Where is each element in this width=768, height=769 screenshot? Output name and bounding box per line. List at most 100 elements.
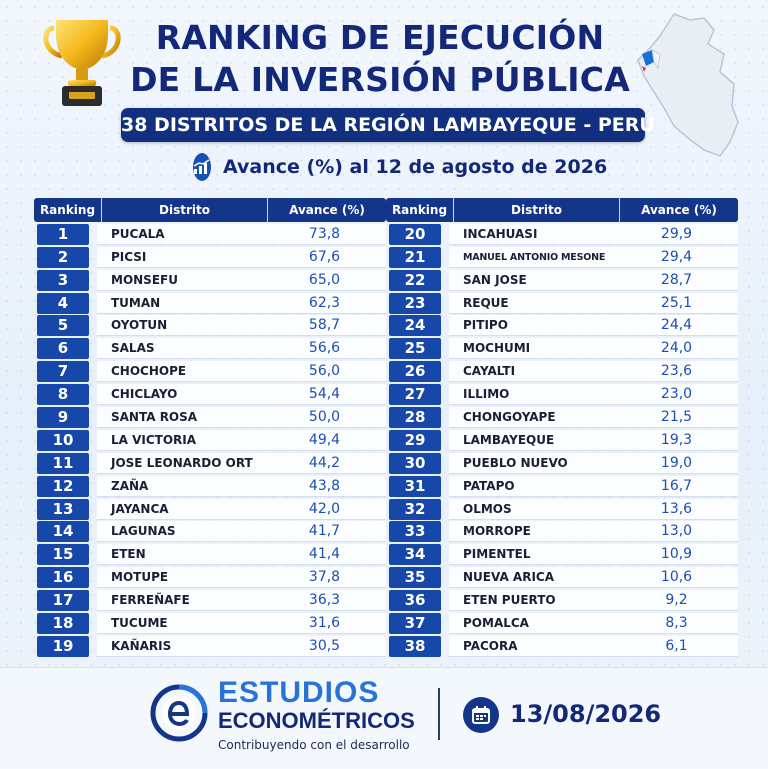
table-row: 13 JAYANCA 42,0: [34, 498, 386, 520]
district-name: ETEN PUERTO: [463, 593, 556, 608]
table-row: 37 POMALCA 8,3: [386, 613, 738, 635]
district-name: MONSEFU: [111, 272, 178, 287]
row-body: INCAHUASI 29,9: [449, 223, 738, 245]
rank-badge: 26: [389, 361, 441, 383]
avance-value: 31,6: [308, 615, 341, 632]
row-body: TUMAN 62,3: [97, 292, 386, 314]
ranking-table-left: Ranking Distrito Avance (%) 1 PUCALA 73,8 2…: [34, 198, 386, 657]
avance-value: 36,3: [308, 592, 341, 609]
row-body: KAÑARIS 30,5: [97, 635, 386, 657]
rank-badge: 22: [389, 269, 441, 291]
district-name: OLMOS: [463, 501, 512, 516]
rank-badge: 24: [389, 315, 441, 337]
district-name: PITIPO: [463, 318, 508, 333]
avance-value: 49,4: [308, 431, 341, 448]
table-row: 9 SANTA ROSA 50,0: [34, 407, 386, 429]
table-row: 21 MANUEL ANTONIO MESONES MURO 29,4: [386, 246, 738, 268]
header-ranking: Ranking: [34, 198, 102, 222]
avance-value: 16,7: [660, 477, 693, 494]
table-row: 5 OYOTUN 58,7: [34, 315, 386, 337]
avance-value: 67,6: [308, 248, 341, 265]
row-body: LAGUNAS 41,7: [97, 521, 386, 543]
district-name: CAYALTI: [463, 364, 516, 379]
rank-badge: 29: [389, 429, 441, 451]
district-name: TUMAN: [111, 295, 161, 310]
avance-value: 65,0: [308, 271, 341, 288]
district-name: TUCUME: [111, 616, 168, 631]
row-body: CHONGOYAPE 21,5: [449, 407, 738, 429]
rank-badge: 6: [37, 338, 89, 360]
district-name: LAGUNAS: [111, 524, 176, 539]
table-row: 10 LA VICTORIA 49,4: [34, 429, 386, 451]
avance-value: 30,5: [308, 637, 341, 654]
district-name: ETEN: [111, 547, 146, 562]
title-line-2: DE LA INVERSIÓN PÚBLICA: [130, 60, 630, 99]
row-body: MANUEL ANTONIO MESONES MURO 29,4: [449, 246, 738, 268]
rank-badge: 23: [389, 292, 441, 314]
table-row: 27 ILLIMO 23,0: [386, 384, 738, 406]
row-body: LA VICTORIA 49,4: [97, 429, 386, 451]
avance-value: 28,7: [660, 271, 693, 288]
avance-value: 10,9: [660, 546, 693, 563]
district-name: PUCALA: [111, 226, 165, 241]
table-body-right: 20 INCAHUASI 29,9 21 MANUEL ANTONIO MESONES …: [386, 223, 738, 657]
table-row: 22 SAN JOSE 28,7: [386, 269, 738, 291]
district-name: NUEVA ARICA: [463, 570, 555, 585]
rank-badge: 34: [389, 544, 441, 566]
district-name: SANTA ROSA: [111, 410, 198, 425]
avance-value: 54,4: [308, 386, 341, 403]
row-body: REQUE 25,1: [449, 292, 738, 314]
header-avance: Avance (%): [289, 203, 365, 217]
table-row: 28 CHONGOYAPE 21,5: [386, 407, 738, 429]
rank-badge: 19: [37, 635, 89, 657]
row-body: PICSI 67,6: [97, 246, 386, 268]
avance-value: 25,1: [660, 294, 693, 311]
row-body: PATAPO 16,7: [449, 475, 738, 497]
table-row: 4 TUMAN 62,3: [34, 292, 386, 314]
row-body: PACORA 6,1: [449, 635, 738, 657]
table-row: 29 LAMBAYEQUE 19,3: [386, 429, 738, 451]
district-name: PATAPO: [463, 478, 515, 493]
table-row: 8 CHICLAYO 54,4: [34, 384, 386, 406]
row-body: PIMENTEL 10,9: [449, 544, 738, 566]
table-row: 20 INCAHUASI 29,9: [386, 223, 738, 245]
avance-value: 6,1: [665, 637, 688, 654]
district-name: OYOTUN: [111, 318, 168, 333]
avance-value: 56,6: [308, 340, 341, 357]
district-name: FERREÑAFE: [111, 593, 190, 608]
row-body: PITIPO 24,4: [449, 315, 738, 337]
avance-value: 10,6: [660, 569, 693, 586]
brand-line-2: ECONOMÉTRICOS: [218, 708, 415, 733]
table-header: Ranking Distrito Avance (%): [386, 198, 738, 222]
table-row: 31 PATAPO 16,7: [386, 475, 738, 497]
avance-value: 19,0: [660, 454, 693, 471]
district-name: PUEBLO NUEVO: [463, 455, 568, 470]
row-body: ILLIMO 23,0: [449, 384, 738, 406]
row-body: CHOCHOPE 56,0: [97, 361, 386, 383]
row-body: NUEVA ARICA 10,6: [449, 567, 738, 589]
rank-badge: 7: [37, 361, 89, 383]
row-body: FERREÑAFE 36,3: [97, 590, 386, 612]
rank-badge: 8: [37, 384, 89, 406]
avance-value: 62,3: [308, 294, 341, 311]
row-body: SALAS 56,6: [97, 338, 386, 360]
table-row: 25 MOCHUMI 24,0: [386, 338, 738, 360]
brand-line-1: ESTUDIOS: [218, 676, 380, 709]
rank-badge: 28: [389, 407, 441, 429]
rank-badge: 1: [37, 223, 89, 245]
rank-badge: 21: [389, 246, 441, 268]
footer-divider: [438, 688, 440, 740]
avance-value: 24,0: [660, 340, 693, 357]
rank-badge: 12: [37, 475, 89, 497]
avance-value: 23,0: [660, 386, 693, 403]
rank-badge: 2: [37, 246, 89, 268]
row-body: ETEN 41,4: [97, 544, 386, 566]
rank-badge: 35: [389, 567, 441, 589]
row-body: POMALCA 8,3: [449, 613, 738, 635]
table-row: 32 OLMOS 13,6: [386, 498, 738, 520]
header-distrito: Distrito: [454, 198, 620, 222]
avance-value: 56,0: [308, 363, 341, 380]
district-name: LA VICTORIA: [111, 432, 197, 447]
district-name: CHONGOYAPE: [463, 410, 556, 425]
avance-value: 29,4: [660, 248, 693, 265]
